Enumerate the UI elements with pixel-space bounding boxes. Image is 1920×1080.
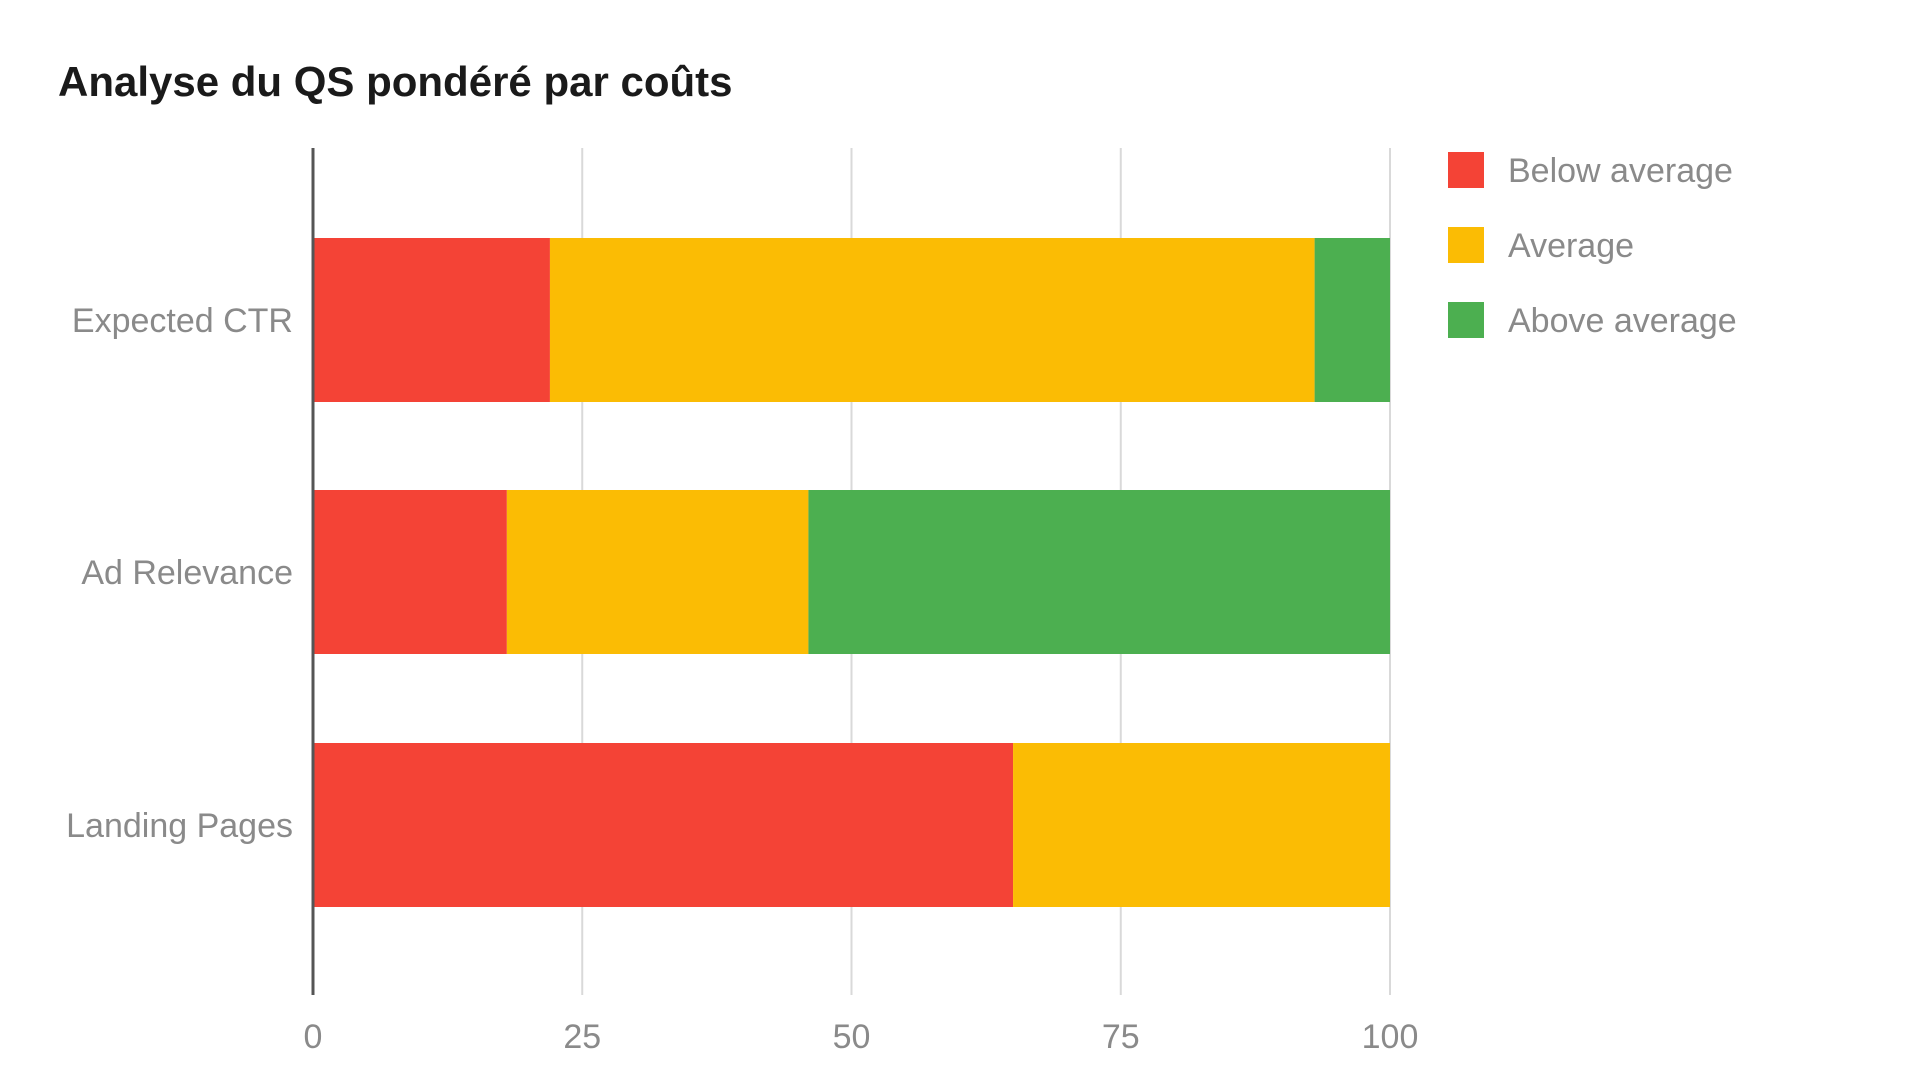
x-tick-label: 75 (1102, 1018, 1140, 1056)
bar-segment (506, 490, 809, 654)
legend: Below average Average Above average (1448, 152, 1737, 340)
bar-segment (808, 490, 1390, 654)
x-tick-label: 25 (563, 1018, 601, 1056)
legend-swatch (1448, 227, 1484, 263)
legend-label: Above average (1508, 302, 1737, 340)
bars-layer (313, 238, 1390, 907)
category-label: Expected CTR (72, 302, 293, 340)
bar-segment (313, 743, 1014, 907)
labels-layer: 0 25 50 75 100 Expected CTR Ad Relevance Landin… (66, 302, 1418, 1056)
x-tick-label: 0 (304, 1018, 323, 1056)
bar-segment (1314, 238, 1390, 402)
category-label: Landing Pages (66, 807, 293, 845)
bar-segment (313, 490, 507, 654)
bar-segment (549, 238, 1315, 402)
bar-segment (313, 238, 550, 402)
legend-label: Below average (1508, 152, 1733, 190)
legend-label: Average (1508, 227, 1634, 265)
chart-title: Analyse du QS pondéré par coûts (58, 58, 732, 105)
bar-segment (1013, 743, 1390, 907)
legend-swatch (1448, 302, 1484, 338)
x-tick-label: 100 (1362, 1018, 1419, 1056)
x-tick-label: 50 (833, 1018, 871, 1056)
legend-swatch (1448, 152, 1484, 188)
category-label: Ad Relevance (81, 554, 293, 592)
